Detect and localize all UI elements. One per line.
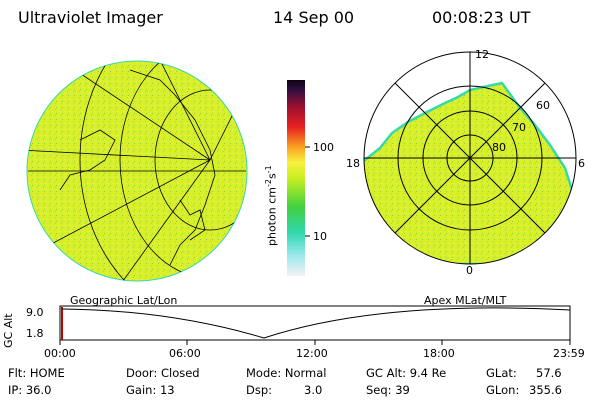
status-gc-alt: GC Alt: 9.4 Re bbox=[366, 366, 447, 380]
date-label: 14 Sep 00 bbox=[273, 8, 355, 27]
mlt-18-label: 18 bbox=[346, 157, 360, 170]
status-glon-label: GLon: bbox=[486, 383, 520, 397]
colorbar-tick-100: 100 bbox=[313, 141, 334, 154]
timeline-y-bottom: 1.8 bbox=[26, 327, 44, 340]
status-dsp-label: Dsp: bbox=[246, 383, 273, 397]
timeline-axis-label: GC Alt bbox=[2, 313, 15, 348]
timeline-tick-1800: 18:00 bbox=[423, 347, 455, 360]
colorbar-tick-10: 10 bbox=[313, 230, 327, 243]
mlt-12-label: 12 bbox=[475, 48, 489, 61]
timeline-tick-1200: 12:00 bbox=[296, 347, 328, 360]
status-flight: Flt: HOME bbox=[8, 366, 65, 380]
status-seq: Seq: 39 bbox=[366, 383, 410, 397]
status-glat-value: 57.6 bbox=[536, 366, 562, 380]
mlat-70-label: 70 bbox=[512, 121, 526, 134]
status-gain: Gain: 13 bbox=[126, 383, 175, 397]
mlt-0-label: 0 bbox=[466, 264, 473, 277]
status-door: Door: Closed bbox=[126, 366, 200, 380]
instrument-title: Ultraviolet Imager bbox=[18, 8, 163, 27]
status-glat-label: GLat: bbox=[486, 366, 517, 380]
status-glon-value: 355.6 bbox=[529, 383, 562, 397]
time-label: 00:08:23 UT bbox=[432, 8, 531, 27]
status-mode: Mode: Normal bbox=[246, 366, 327, 380]
colorbar-unit-label: photon cm-2s-1 bbox=[264, 165, 279, 246]
timeline-y-top: 9.0 bbox=[26, 306, 44, 319]
mlat-60-label: 60 bbox=[536, 99, 550, 112]
timeline-tick-2359: 23:59 bbox=[553, 347, 585, 360]
status-ip: IP: 36.0 bbox=[8, 383, 52, 397]
left-panel-caption: Geographic Lat/Lon bbox=[70, 294, 178, 307]
earth-disk bbox=[26, 60, 248, 282]
timeline-tick-0600: 06:00 bbox=[169, 347, 201, 360]
mlat-80-label: 80 bbox=[492, 141, 506, 154]
right-panel-caption: Apex MLat/MLT bbox=[424, 294, 507, 307]
timeline-tick-0000: 00:00 bbox=[44, 347, 76, 360]
mlt-6-label: 6 bbox=[578, 157, 585, 170]
status-dsp-value: 3.0 bbox=[304, 383, 323, 397]
